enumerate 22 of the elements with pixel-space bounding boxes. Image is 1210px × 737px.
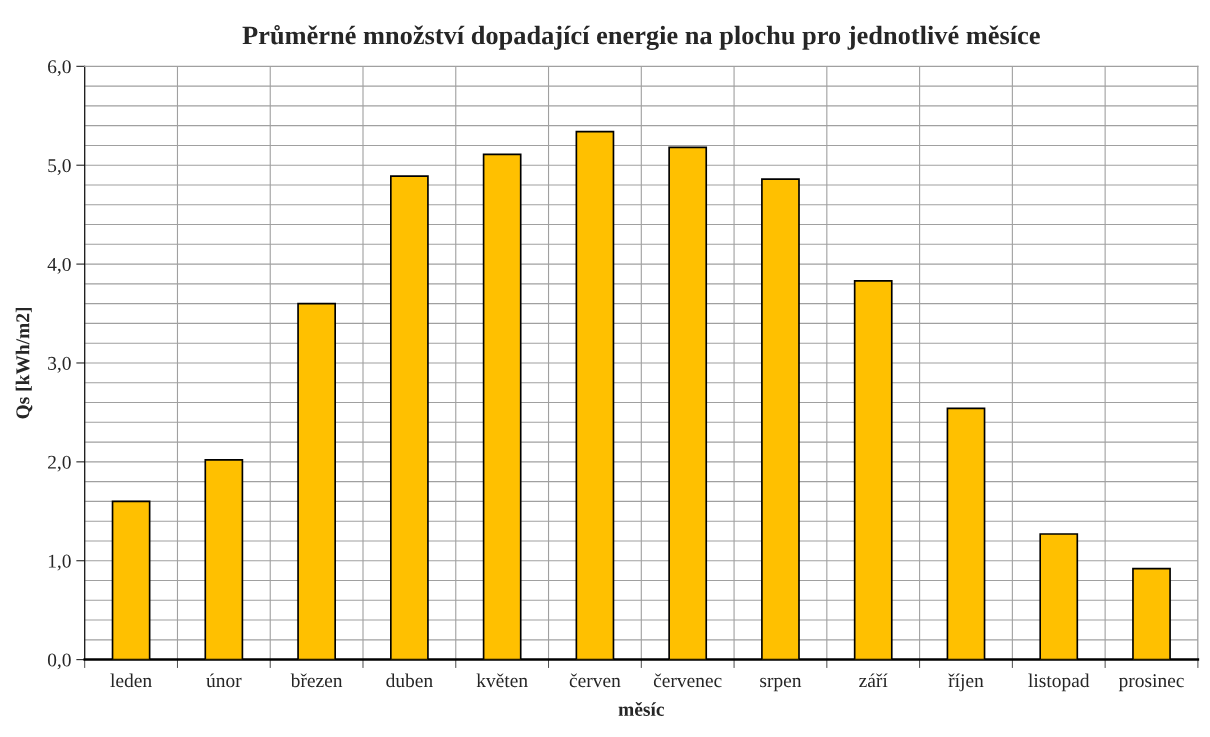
x-tick-label: září [859,673,888,688]
x-tick-label: červenec [653,673,722,688]
x-tick-label: květen [476,673,528,688]
x-tick-label: srpen [760,677,802,692]
y-tick-label: 4,0 [47,257,71,274]
x-tick-label: duben [386,673,433,688]
y-tick-label: 0,0 [47,653,71,670]
y-tick-label: 5,0 [48,159,71,175]
y-tick-label: 2,0 [48,455,71,472]
x-tick-label: říjen [948,673,984,692]
x-tick-label: červen [569,673,621,688]
chart-title: Průměrné množství dopadající energie na plochu pro jednotlivé měsíce [242,25,1040,50]
y-tick-label: 1,0 [48,554,71,571]
y-tick-label: 6,0 [48,60,71,77]
y-axis-title: Qs [kWh/m2] [15,307,33,419]
x-tick-label: únor [206,673,242,688]
x-tick-label: leden [110,673,152,688]
x-tick-label: prosinec [1118,674,1184,692]
x-tick-label: březen [290,673,343,688]
x-tick-label: listopad [1028,673,1090,692]
y-tick-label: 3,0 [48,356,71,373]
x-axis-title: měsíc [618,702,665,716]
